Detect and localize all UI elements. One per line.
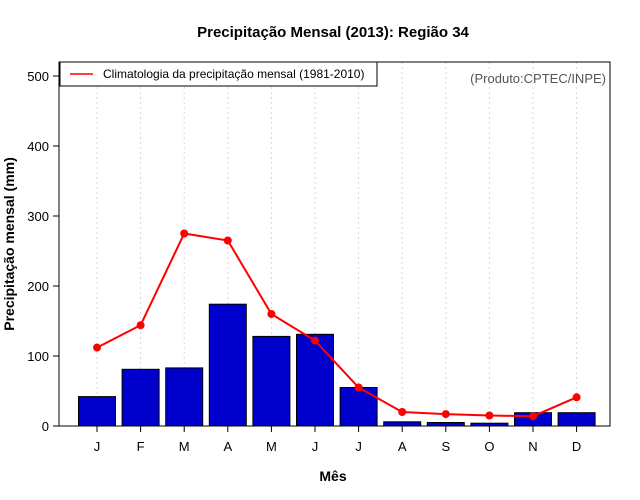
bar-2	[121, 368, 160, 427]
legend-box	[59, 61, 378, 87]
x-tick-label: O	[484, 439, 494, 454]
climatology-point-2	[136, 321, 145, 330]
chart-title: Precipitação Mensal (2013): Região 34	[197, 24, 469, 41]
climatology-point-4	[223, 236, 232, 245]
x-tick-label: J	[94, 439, 101, 454]
climatology-point-1	[93, 343, 101, 352]
y-tick-label: 300	[27, 209, 49, 224]
climatology-line-series	[93, 229, 581, 421]
climatology-point-10	[485, 411, 494, 420]
bar-9	[426, 422, 465, 427]
x-tick-label: M	[266, 439, 277, 454]
climatology-point-8	[398, 408, 407, 416]
bar-7	[339, 387, 378, 427]
climatology-point-3	[180, 229, 189, 238]
credit-text: (Produto:CPTEC/INPE)	[470, 71, 606, 86]
bar-10	[470, 422, 509, 427]
bar-1	[78, 396, 116, 427]
y-axis: 0 100 200 300 400 500	[27, 69, 59, 434]
bar-3	[165, 367, 204, 427]
climatology-point-12	[572, 393, 581, 402]
bar-6	[296, 333, 334, 427]
bar-5	[252, 335, 291, 427]
x-tick-label: D	[572, 439, 581, 454]
y-tick-label: 100	[27, 349, 49, 364]
x-axis-title: Mês	[319, 468, 346, 484]
y-tick-label: 500	[27, 69, 49, 84]
climatology-point-9	[441, 410, 450, 419]
climatology-point-5	[267, 310, 276, 318]
bar-series	[78, 303, 596, 427]
legend: Climatologia da precipitação mensal (198…	[59, 61, 378, 87]
bar-4	[208, 303, 247, 427]
bar-8	[383, 421, 422, 427]
x-tick-label: A	[223, 439, 232, 454]
climatology-line	[96, 232, 577, 418]
y-tick-label: 0	[42, 419, 49, 434]
x-tick-label: S	[441, 439, 450, 454]
legend-label: Climatologia da precipitação mensal (198…	[103, 67, 364, 81]
climatology-point-7	[354, 383, 363, 392]
bar-12	[557, 412, 596, 427]
x-tick-label: F	[137, 439, 145, 454]
x-tick-label: J	[355, 439, 362, 454]
x-tick-label: A	[398, 439, 407, 454]
y-tick-label: 200	[27, 279, 49, 294]
x-tick-label: N	[528, 439, 537, 454]
x-tick-label: J	[312, 439, 319, 454]
climatology-point-6	[311, 336, 319, 345]
y-tick-label: 400	[27, 139, 49, 154]
y-axis-title: Precipitação mensal (mm)	[1, 157, 17, 331]
climatology-point-11	[529, 412, 537, 421]
x-tick-label: M	[179, 439, 190, 454]
